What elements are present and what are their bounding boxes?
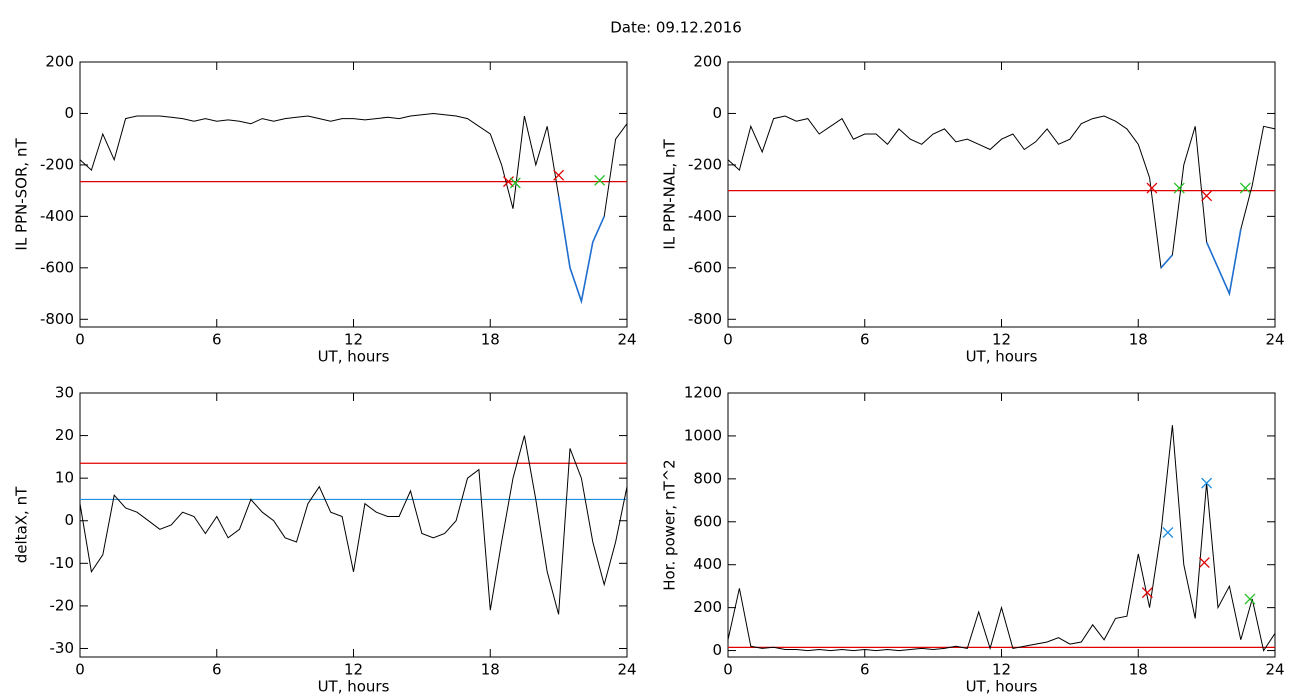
cross-marker <box>1173 182 1185 194</box>
x-tick-label: 24 <box>617 661 636 679</box>
y-axis-label: IL PPN-SOR, nT <box>13 138 31 251</box>
data-line <box>727 115 1276 296</box>
y-axis-label: Hor. power, nT^2 <box>661 459 679 590</box>
y-tick-label: 20 <box>55 426 74 444</box>
y-tick-label: -200 <box>688 155 722 173</box>
x-tick-label: 0 <box>723 331 733 349</box>
x-axis-label: UT, hours <box>318 678 390 696</box>
data-line <box>557 195 605 305</box>
panel: 0 6 12 18 24 -800 -600 -400 -200 0 200 UT, hours IL … <box>661 53 1285 366</box>
y-axis-label: deltaX, nT <box>13 486 31 563</box>
x-tick-label: 6 <box>212 331 222 349</box>
x-tick-label: 12 <box>344 331 363 349</box>
y-tick-label: -800 <box>688 310 722 328</box>
y-tick-label: 0 <box>64 511 74 529</box>
cross-marker <box>1198 557 1210 569</box>
y-tick-label: -800 <box>40 310 74 328</box>
plot-frame <box>79 392 628 658</box>
x-tick-label: 0 <box>75 331 85 349</box>
panel: 0 6 12 18 24 0 200 400 600 800 1000 1200 UT, hours Ho… <box>661 384 1285 696</box>
y-tick-label: -400 <box>688 207 722 225</box>
data-line <box>79 435 628 615</box>
x-axis-label: UT, hours <box>318 348 390 366</box>
cross-marker <box>1146 182 1158 194</box>
y-tick-label: 200 <box>45 53 74 71</box>
y-tick-label: 1200 <box>684 384 722 402</box>
panel: 0 6 12 18 24 -30 -20 -10 0 10 20 30 UT, hours deltaX,… <box>13 384 637 696</box>
cross-marker <box>1201 190 1213 202</box>
x-tick-label: 6 <box>860 331 870 349</box>
cross-marker <box>1239 182 1251 194</box>
y-tick-label: 200 <box>693 598 722 616</box>
y-tick-label: -200 <box>40 155 74 173</box>
x-tick-label: 12 <box>992 661 1011 679</box>
plot-frame <box>727 392 1276 658</box>
y-tick-label: 200 <box>693 53 722 71</box>
figure-title: Date: 09.12.2016 <box>610 19 742 37</box>
cross-marker <box>594 174 606 186</box>
panel: 0 6 12 18 24 -800 -600 -400 -200 0 200 UT, hours IL … <box>13 53 637 366</box>
cross-marker <box>553 169 565 181</box>
x-tick-label: 6 <box>860 661 870 679</box>
y-tick-label: 0 <box>712 641 722 659</box>
y-tick-label: 800 <box>693 469 722 487</box>
cross-marker <box>1162 527 1174 538</box>
y-tick-label: 1000 <box>684 426 722 444</box>
x-tick-label: 18 <box>481 331 500 349</box>
x-tick-label: 0 <box>75 661 85 679</box>
cross-marker <box>509 177 521 189</box>
x-tick-label: 18 <box>1129 661 1148 679</box>
x-tick-label: 24 <box>1265 331 1284 349</box>
cross-marker <box>1244 593 1256 605</box>
y-tick-label: 600 <box>693 512 722 530</box>
y-tick-label: -10 <box>50 554 75 572</box>
x-tick-label: 12 <box>992 331 1011 349</box>
y-axis-label: IL PPN-NAL, nT <box>661 139 679 250</box>
y-tick-label: 0 <box>64 104 74 122</box>
data-line <box>727 425 1276 652</box>
y-tick-label: -20 <box>50 596 75 614</box>
y-tick-label: 0 <box>712 104 722 122</box>
y-tick-label: 10 <box>55 469 74 487</box>
cross-marker <box>1201 477 1213 489</box>
cross-marker <box>503 176 514 188</box>
data-line <box>79 112 628 304</box>
y-tick-label: -400 <box>40 207 74 225</box>
y-tick-label: 400 <box>693 555 722 573</box>
y-tick-label: 30 <box>55 384 74 402</box>
y-tick-label: -600 <box>688 258 722 276</box>
x-tick-label: 24 <box>1265 661 1284 679</box>
data-line <box>1160 229 1242 297</box>
x-tick-label: 12 <box>344 661 363 679</box>
plot-frame <box>727 61 1276 328</box>
x-axis-label: UT, hours <box>966 348 1038 366</box>
x-tick-label: 0 <box>723 661 733 679</box>
y-tick-label: -30 <box>50 639 75 657</box>
y-tick-label: -600 <box>40 258 74 276</box>
cross-marker <box>1141 587 1153 599</box>
plot-frame <box>79 61 628 328</box>
x-tick-label: 18 <box>1129 331 1148 349</box>
x-tick-label: 6 <box>212 661 222 679</box>
x-tick-label: 18 <box>481 661 500 679</box>
x-axis-label: UT, hours <box>966 678 1038 696</box>
x-tick-label: 24 <box>617 331 636 349</box>
